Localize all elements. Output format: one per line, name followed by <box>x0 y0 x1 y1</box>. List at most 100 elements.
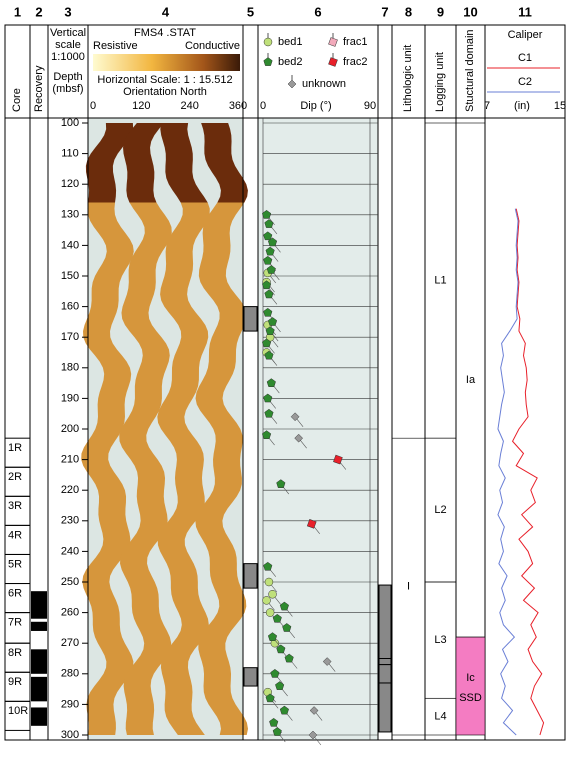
core-interval <box>4 700 31 731</box>
interval-box <box>243 667 258 687</box>
frame <box>4 24 566 741</box>
dip-point <box>267 632 278 641</box>
core-label: 7R <box>8 617 22 629</box>
legend-symbol <box>263 57 273 66</box>
column-number: 5 <box>247 4 254 19</box>
depth-tick-label: 280 <box>61 668 79 680</box>
dip-point <box>266 378 276 387</box>
fms-band <box>160 123 208 203</box>
dip-point <box>264 289 274 299</box>
fms-right: Conductive <box>185 40 240 52</box>
dip-point <box>265 246 275 256</box>
dip-point <box>276 644 286 654</box>
unit-label: I <box>407 580 410 592</box>
legend-label: frac1 <box>343 36 367 48</box>
column-number: 9 <box>437 4 444 19</box>
column-number: 1 <box>14 4 21 19</box>
dip-point <box>265 693 275 703</box>
dip-point <box>276 479 286 488</box>
fms-title: FMS4 .STAT <box>134 27 196 39</box>
dip-point <box>261 338 272 348</box>
column-number: 3 <box>64 4 71 19</box>
caliper-tick-label: 15 <box>554 100 566 112</box>
recovery-bar <box>31 591 47 619</box>
dip-point <box>309 706 319 715</box>
fms-band <box>85 123 134 203</box>
fms-colorbar <box>93 54 240 71</box>
interval-box <box>243 563 258 589</box>
recovery-bar <box>31 707 47 726</box>
fms-scale: Horizontal Scale: 1 : 15.512 <box>97 74 232 86</box>
column-number: 7 <box>381 4 388 19</box>
fms-band <box>81 202 134 735</box>
dip-tick-label: 0 <box>260 100 266 112</box>
depth-tick-label: 250 <box>61 576 79 588</box>
dip-point <box>264 219 274 228</box>
depth-tick-label: 260 <box>61 607 79 619</box>
unit-label: L2 <box>434 504 446 516</box>
recovery-bar <box>31 676 47 702</box>
dip-tick-label: 90 <box>364 100 376 112</box>
dip-point <box>322 657 332 666</box>
dip-point <box>284 653 294 663</box>
dip-point <box>263 307 273 317</box>
fms-band <box>123 123 164 203</box>
legend-symbol <box>287 79 297 89</box>
dip-point <box>261 209 272 219</box>
dip-point <box>306 519 317 529</box>
depth-header: Vertical <box>50 27 86 39</box>
depth-header: scale <box>55 39 81 51</box>
dip-point <box>279 601 289 611</box>
dip-point <box>268 589 277 599</box>
core-label: 5R <box>8 558 22 570</box>
column-header: Core <box>11 88 23 112</box>
depth-tick-label: 200 <box>61 423 79 435</box>
column-number: 10 <box>463 4 477 19</box>
dip-point <box>263 561 273 571</box>
fms-tick-label: 120 <box>132 100 150 112</box>
depth-tick-label: 150 <box>61 270 79 282</box>
fms-tick-label: 0 <box>90 100 96 112</box>
caliper-curve <box>511 208 545 736</box>
dip-point <box>294 433 304 443</box>
column-header: Lithologic unit <box>402 45 414 112</box>
depth-tick-label: 230 <box>61 515 79 527</box>
unit-label: Ic <box>466 672 475 684</box>
depth-tick-label: 110 <box>61 148 79 160</box>
depth-tick-label: 180 <box>61 362 79 374</box>
dip-point <box>263 231 273 241</box>
dip-point <box>308 730 318 740</box>
legend-label: bed1 <box>278 36 302 48</box>
dip-point <box>279 705 289 715</box>
column-number: 11 <box>518 4 532 19</box>
depth-tick-label: 160 <box>61 301 79 313</box>
depth-tick-label: 100 <box>61 117 79 129</box>
dip-point <box>269 717 279 727</box>
dip-point <box>264 577 274 587</box>
dip-point <box>333 454 343 465</box>
legend-symbol <box>263 37 273 47</box>
dip-point <box>265 326 275 335</box>
depth-header: Depth <box>53 71 82 83</box>
depth-tick-label: 130 <box>61 209 79 221</box>
core-label: 4R <box>8 529 22 541</box>
depth-tick-label: 270 <box>61 637 79 649</box>
legend-label: C2 <box>518 76 532 88</box>
column-header: Logging unit <box>434 52 446 112</box>
dip-point <box>261 280 272 290</box>
dip-point <box>262 596 271 605</box>
depth-tick-label: 210 <box>61 454 79 466</box>
core-label: 9R <box>8 676 22 688</box>
depth-tick-label: 140 <box>61 239 79 251</box>
unit-sublabel: SSD <box>459 692 482 704</box>
depth-tick-label: 190 <box>61 392 79 404</box>
caliper-unit: (in) <box>514 100 530 112</box>
fms-orientation: Orientation North <box>123 86 207 98</box>
depth-header: (mbsf) <box>52 83 83 95</box>
depth-header: 1:1000 <box>51 51 85 63</box>
recovery-bar <box>31 649 47 674</box>
legend-label: bed2 <box>278 56 302 68</box>
unit-label: L1 <box>434 274 446 286</box>
column-number: 6 <box>314 4 321 19</box>
core-label: 10R <box>8 705 28 717</box>
